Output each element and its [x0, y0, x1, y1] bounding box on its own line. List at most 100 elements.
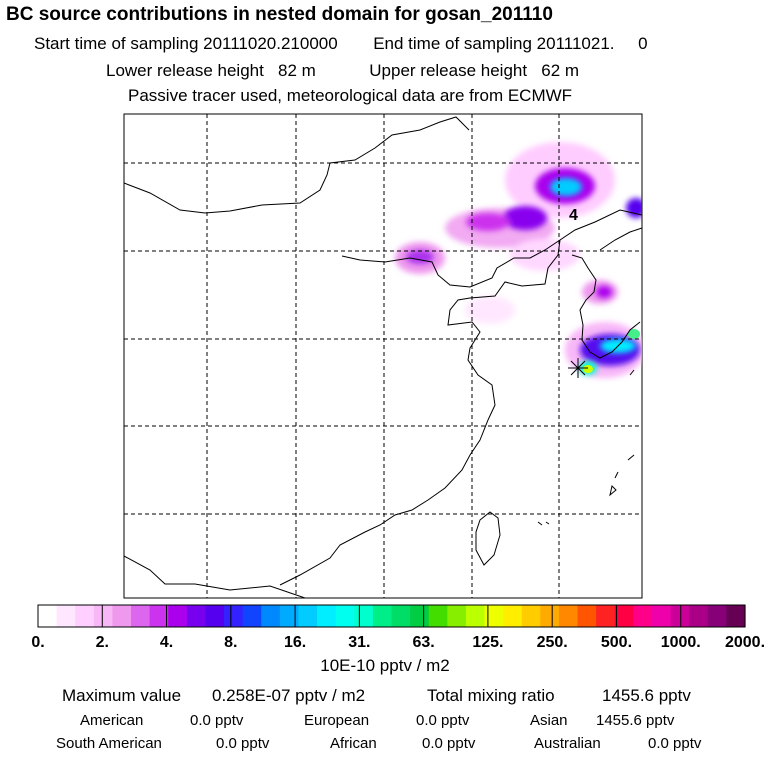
colorbar-cell — [391, 605, 411, 627]
australian-value: 0.0 pptv — [648, 735, 702, 752]
colorbar-cell — [651, 605, 672, 627]
european-value: 0.0 pptv — [416, 712, 470, 729]
coast-bohai-north — [341, 209, 642, 288]
colorbar-tick-label: 8. — [224, 634, 237, 651]
colorbar-cell — [279, 605, 300, 627]
colorbar-cell — [372, 605, 393, 627]
sampling-time-line: Start time of sampling 20111020.210000 E… — [34, 34, 648, 54]
colorbar-tick-label: 16. — [284, 634, 306, 651]
asian-value: 1455.6 pptv — [596, 712, 675, 729]
release-height-line: Lower release height 82 m Upper release … — [106, 61, 579, 81]
colorbar-cell — [670, 605, 690, 627]
island-taiwan — [475, 511, 501, 566]
colorbar-cell — [521, 605, 541, 627]
colorbar-tick-label: 31. — [348, 634, 370, 651]
colorbar-tick-label: 125. — [472, 634, 503, 651]
colorbar-tick-label: 2000. — [725, 634, 765, 651]
upper-label: Upper release height — [369, 61, 528, 80]
american-label: American — [80, 712, 143, 729]
plume-faint — [465, 296, 515, 324]
colorbar-cell — [707, 605, 727, 627]
colorbar-cell — [93, 605, 114, 627]
map-label: 4 — [569, 207, 578, 224]
colorbar-cell — [447, 605, 467, 627]
peak-green — [628, 329, 640, 339]
plume-coast — [510, 239, 580, 271]
core-korea — [596, 286, 612, 298]
colorbar-cell — [242, 605, 262, 627]
australian-label: Australian — [534, 735, 601, 752]
colorbar-cell — [614, 605, 634, 627]
colorbar-tick-label: 1000. — [661, 634, 701, 651]
core-mid2 — [466, 213, 510, 231]
peak-north — [550, 178, 582, 196]
colorbar-cell — [465, 605, 486, 627]
colorbar-unit: 10E-10 pptv / m2 — [320, 656, 449, 675]
lower-label: Lower release height — [106, 61, 264, 80]
colorbar-cell — [112, 605, 132, 627]
colorbar-cell — [410, 605, 430, 627]
end-value: 20111021. 0 — [536, 34, 648, 53]
graticule — [124, 114, 642, 598]
southam-label: South American — [56, 735, 162, 752]
stats-block: Maximum value 0.258E-07 pptv / m2 Total … — [56, 686, 702, 752]
colorbar-cell — [577, 605, 597, 627]
colorbar-tick-label: 250. — [537, 634, 568, 651]
coastlines — [124, 116, 642, 598]
coast-manchuria — [599, 227, 642, 251]
european-label: European — [304, 712, 369, 729]
peak-yellow — [583, 365, 593, 373]
colorbar-cell — [298, 605, 318, 627]
upper-value: 62 m — [541, 61, 580, 80]
colorbar-cell — [428, 605, 448, 627]
colorbar-cell — [38, 605, 58, 627]
southam-value: 0.0 pptv — [216, 735, 270, 752]
colorbar-cell — [224, 605, 244, 627]
receptor-star-icon — [568, 358, 588, 378]
colorbar-cell — [596, 605, 616, 627]
max-label: Maximum value — [62, 686, 181, 705]
colorbar-cell — [186, 605, 207, 627]
american-value: 0.0 pptv — [190, 712, 244, 729]
colorbar-cell — [484, 605, 504, 627]
start-label: Start time of sampling — [34, 34, 199, 53]
islands-small — [537, 369, 635, 526]
colorbar-cell — [56, 605, 76, 627]
core-west — [406, 250, 434, 264]
colorbar-cell — [168, 605, 188, 627]
colorbar-frame — [37, 604, 746, 628]
colorbar-tick-label: 500. — [601, 634, 632, 651]
colorbar-cell — [75, 605, 95, 627]
colorbar-cell — [149, 605, 169, 627]
colorbar-cell — [558, 605, 579, 627]
chart-title: BC source contributions in nested domain… — [6, 4, 553, 25]
colorbar-ticks: 0. 2. 4. 8. 16. 31. 63. 125. 250. 500. 1000. 2000. — [31, 605, 765, 651]
border-southwest — [124, 555, 306, 598]
start-value: 20111020.210000 — [203, 34, 338, 53]
asian-label: Asian — [530, 712, 568, 729]
colorbar-cell — [726, 605, 746, 627]
border-mongolia — [124, 116, 470, 214]
info-line: Passive tracer used, meteorological data… — [128, 86, 573, 105]
colorbar-cell — [503, 605, 523, 627]
core-mid-purple — [503, 206, 547, 230]
colorbar-cell — [205, 605, 225, 627]
african-value: 0.0 pptv — [422, 735, 476, 752]
colorbar-cell — [540, 605, 560, 627]
colorbar-cell — [261, 605, 281, 627]
colorbar-cell — [335, 605, 355, 627]
core-east — [626, 198, 642, 218]
colorbar-cell — [689, 605, 709, 627]
colorbar-tick-label: 0. — [31, 634, 44, 651]
max-value: 0.258E-07 pptv / m2 — [212, 686, 365, 705]
colorbar-tick-label: 4. — [160, 634, 173, 651]
african-label: African — [330, 735, 377, 752]
lower-value: 82 m — [278, 61, 316, 80]
colorbar-cell — [354, 605, 374, 627]
total-value: 1455.6 pptv — [602, 686, 691, 705]
colorbar-cell — [131, 605, 151, 627]
colorbar-cell — [317, 605, 337, 627]
colorbar-tick-label: 63. — [413, 634, 435, 651]
